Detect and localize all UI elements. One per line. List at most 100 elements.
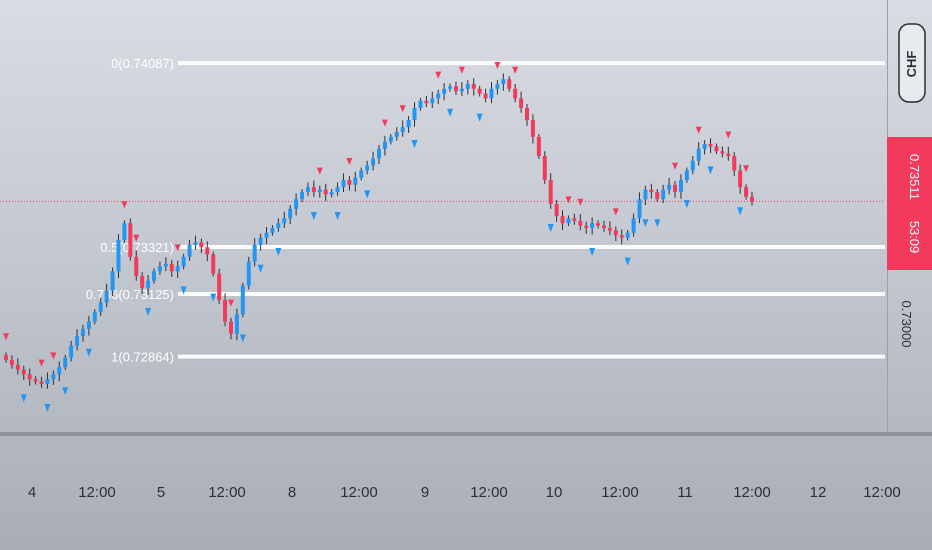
candle-body [738,170,743,188]
candle-body [424,100,429,104]
candle-body [554,204,559,216]
buy-signal-marker [20,394,27,403]
candle-body [483,93,488,99]
candle-body [673,184,678,192]
candle-body [477,88,482,94]
candle-body [459,88,464,92]
candle-body [655,192,660,200]
time-tick-label: 12:00 [601,484,639,501]
candle-body [418,100,423,108]
candle-body [305,187,310,192]
candle-body [199,242,204,248]
candle-body [288,208,293,219]
candle-body [560,216,565,224]
candle-body [335,187,340,192]
sell-signal-marker [672,162,679,170]
candle-body [406,120,411,128]
buy-signal-marker [476,113,483,122]
candle-body [175,266,180,272]
currency-badge[interactable] [898,23,926,103]
candle-body [317,189,322,192]
candle-body [542,156,547,180]
sell-signal-marker [316,167,323,175]
sell-signal-marker [346,158,353,165]
candle-body [45,379,50,384]
candle-body [667,184,672,190]
buy-signal-marker [737,207,744,216]
candle-body [619,235,624,238]
candle-body [613,230,618,236]
candle-body [601,225,606,228]
candle-body [27,374,32,380]
candle-body [744,187,749,197]
candle-body [128,223,133,257]
candle-body [637,199,642,219]
candle-body [430,98,435,104]
buy-signal-marker [411,140,418,148]
candle-body [33,379,38,382]
candle-body [732,156,737,171]
bar-countdown: 53:09 [907,221,922,254]
candle-body [116,240,121,272]
buy-signal-marker [447,108,454,117]
fib-level-label: 0.5(0.73321) [100,240,174,255]
fib-retracement[interactable]: 0(0.74087) 0.5(0.73321) 0.786(0.73125) 1(0.… [86,56,885,365]
candle-body [15,364,20,370]
candle-body [276,223,281,228]
candle-body [690,160,695,171]
time-tick-label: 12:00 [470,484,508,501]
candle-body [643,189,648,200]
candle-body [353,177,358,185]
fib-level-label: 1(0.72864) [111,350,174,365]
sell-signal-marker [612,208,619,216]
candle-body [311,187,316,192]
sell-signal-marker [174,244,181,252]
current-price-value: 0.73511 [907,154,922,200]
candle-body [388,136,393,142]
candle-body [246,261,251,286]
candle-body [750,196,754,202]
candle-body [548,180,553,204]
buy-signal-marker [210,293,217,302]
candle-body [110,271,115,291]
candle-body [525,108,530,120]
buy-signal-marker [707,166,714,175]
candle-body [80,328,85,336]
candle-body [223,300,228,322]
candle-body [152,271,157,281]
fib-level-label: 0.786(0.73125) [86,287,174,302]
time-tick-label: 5 [157,484,165,501]
candle-body [625,232,630,238]
buy-signal-marker [683,200,690,208]
price-tick-label: 0.73000 [899,301,914,348]
sell-signal-marker [3,333,9,341]
buy-signal-marker [275,248,282,256]
buy-signal-marker [589,248,596,256]
sell-signal-marker [227,299,234,307]
time-axis[interactable]: 4 12:00 5 12:00 8 12:00 9 12:00 10 12:00 11 12:00 12… [28,484,901,501]
candle-body [92,312,97,322]
candle-body [530,120,535,137]
candle-body [400,127,405,132]
buy-signal-marker [62,387,69,396]
buy-signal-marker [85,348,92,357]
buy-signal-marker [180,286,187,295]
sell-signal-marker [512,66,519,74]
candle-body [146,280,151,288]
price-axis[interactable]: CHF 0.73000 0.73511 53:09 [887,23,932,348]
sell-signal-marker [121,201,128,209]
time-tick-label: 4 [28,484,36,501]
sell-signal-marker [133,234,140,242]
candle-body [282,218,287,224]
candle-body [134,256,139,276]
candle-body [519,98,524,108]
time-tick-label: 11 [677,484,693,501]
buy-signal-marker [654,219,661,228]
candle-body [578,220,583,226]
current-price-tag[interactable] [887,137,932,270]
buy-signal-marker [642,219,649,228]
candle-body [678,180,683,192]
time-tick-label: 12:00 [863,484,901,501]
